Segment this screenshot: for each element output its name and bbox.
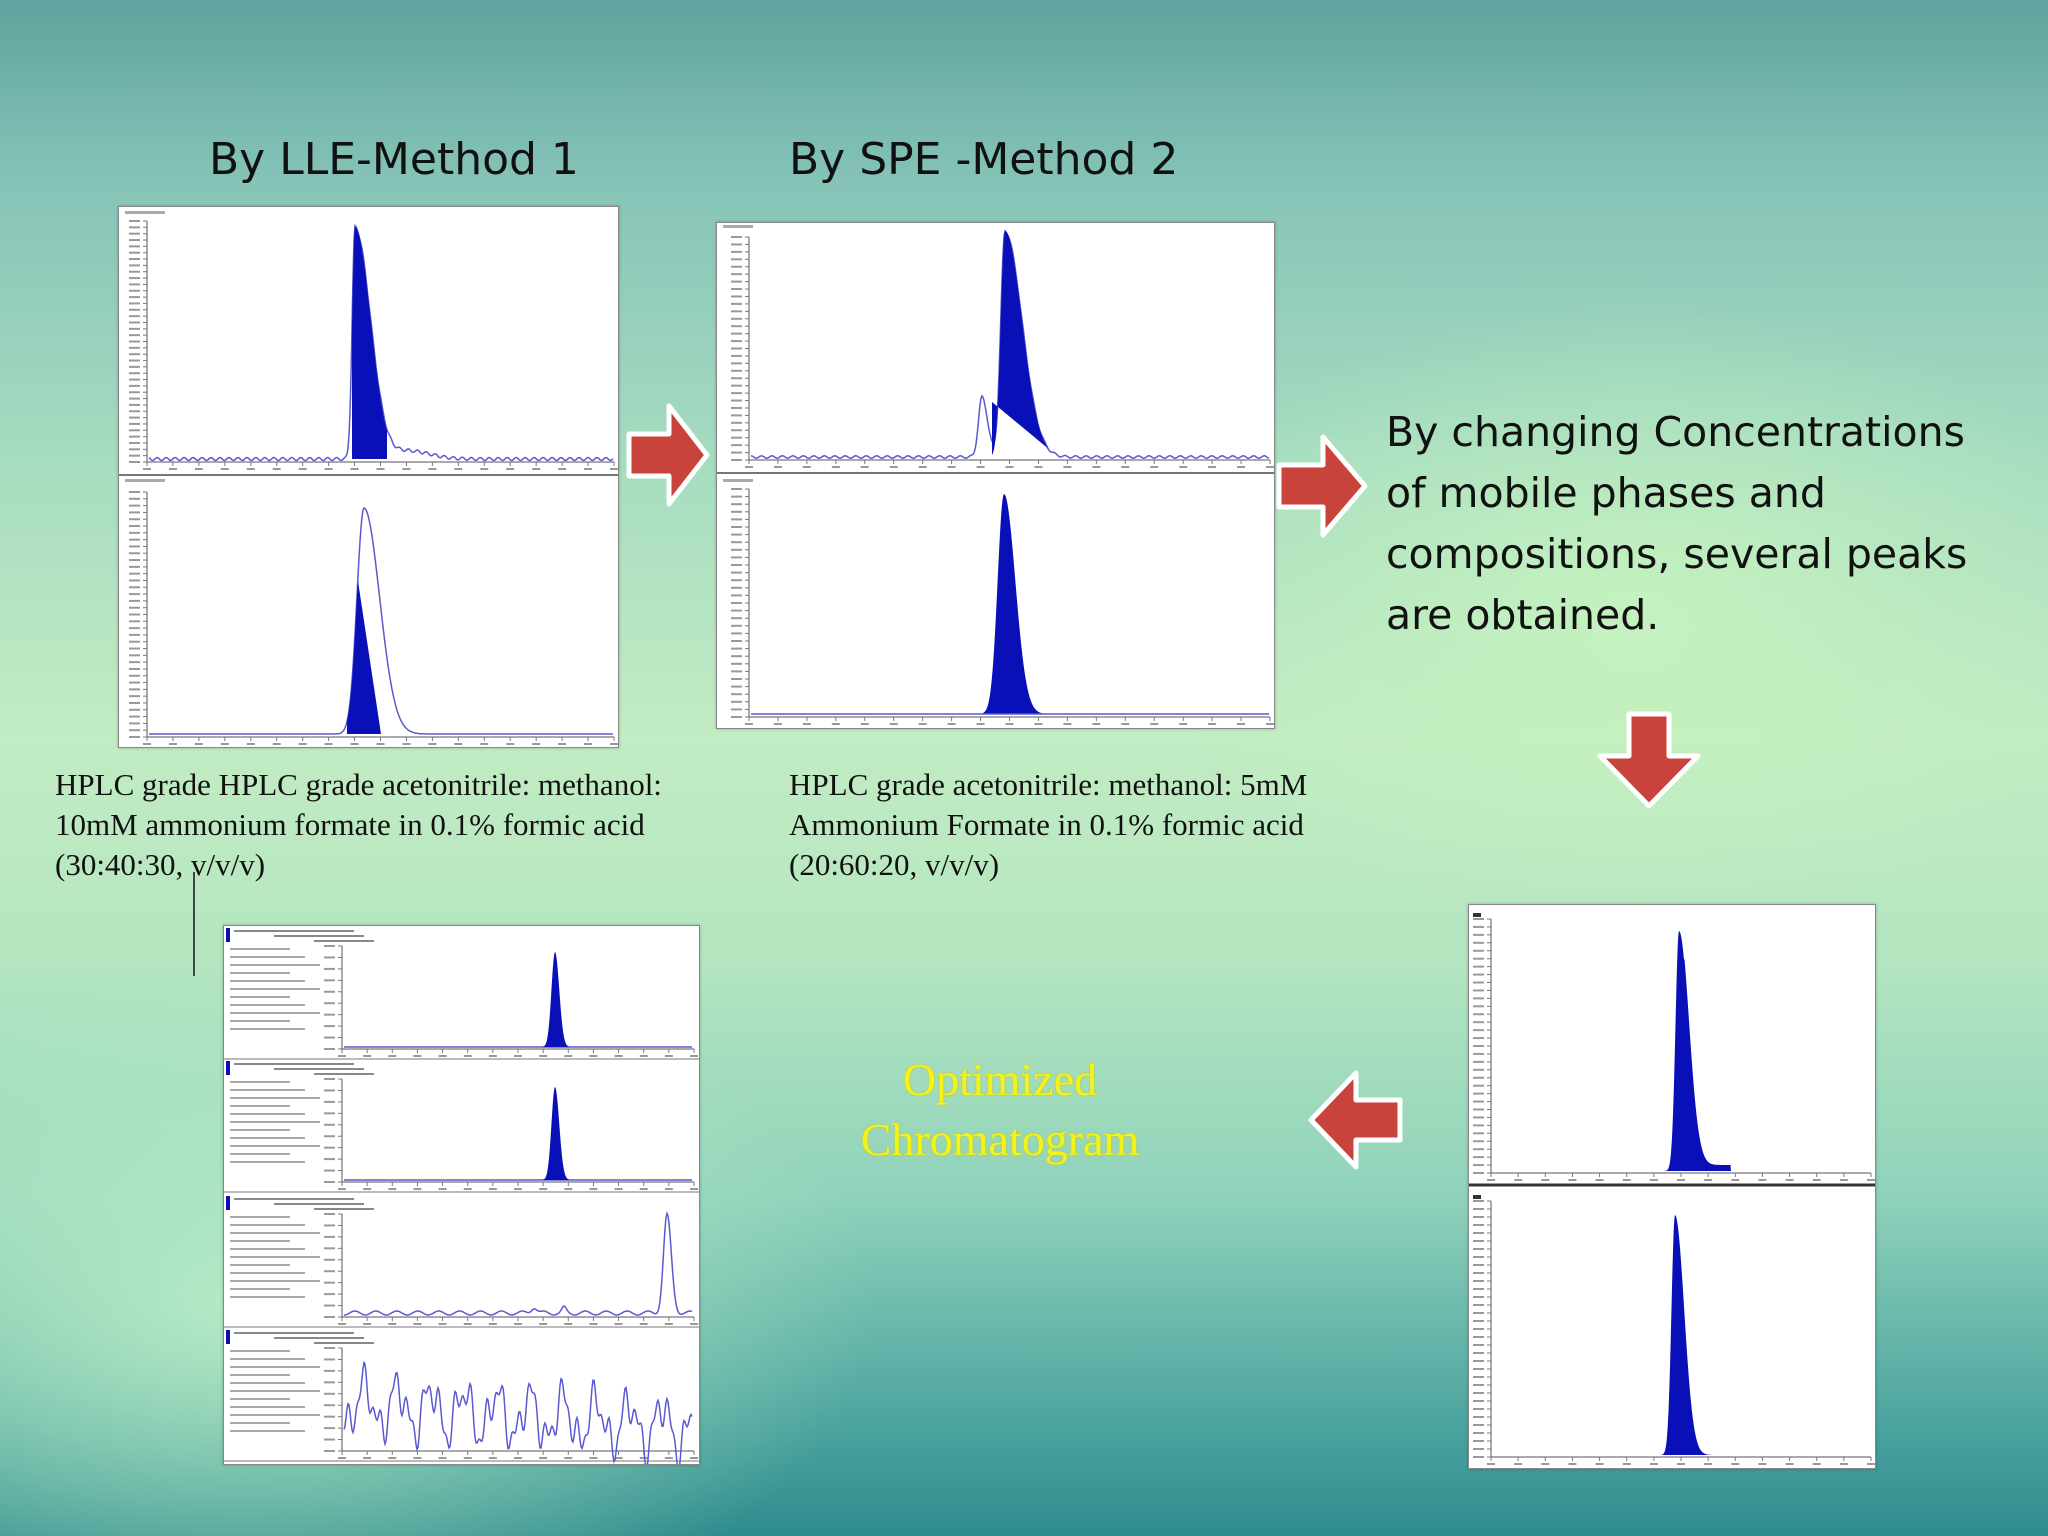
right-arrow-icon bbox=[626, 403, 710, 507]
left-arrow-icon bbox=[1308, 1070, 1403, 1170]
optimized-report-stack bbox=[223, 925, 700, 1465]
method1-heading: By LLE-Method 1 bbox=[209, 134, 579, 185]
optimized-label-line: Optimized bbox=[902, 1054, 1098, 1105]
method2-caption-line: HPLC grade acetonitrile: methanol: 5mM bbox=[789, 767, 1308, 802]
optimized-label-line: Chromatogram bbox=[860, 1114, 1140, 1165]
method2-caption-line: Ammonium Formate in 0.1% formic acid bbox=[789, 807, 1304, 842]
optimized-chromatogram-pair bbox=[1468, 904, 1876, 1469]
method1-caption-line: 10mM ammonium formate in 0.1% formic aci… bbox=[55, 807, 645, 842]
method1-caption-line: (30:40:30, v/v/v) bbox=[55, 847, 266, 882]
method2-heading: By SPE -Method 2 bbox=[789, 134, 1179, 185]
down-arrow-icon bbox=[1597, 711, 1701, 809]
method2-caption-line: (20:60:20, v/v/v) bbox=[789, 847, 1000, 882]
method1-chromatogram bbox=[118, 206, 619, 748]
method2-chromatogram bbox=[716, 222, 1275, 729]
side-text: By changing Concentrations of mobile pha… bbox=[1386, 408, 1968, 639]
pointer-line bbox=[193, 872, 195, 976]
right-arrow-icon bbox=[1276, 434, 1368, 538]
method1-caption: HPLC grade HPLC grade acetonitrile: meth… bbox=[55, 765, 662, 885]
method2-caption: HPLC grade acetonitrile: methanol: 5mM A… bbox=[789, 765, 1307, 885]
method1-caption-line: HPLC grade HPLC grade acetonitrile: meth… bbox=[55, 767, 662, 802]
optimized-chromatogram-label: Optimized Chromatogram bbox=[780, 1050, 1220, 1170]
